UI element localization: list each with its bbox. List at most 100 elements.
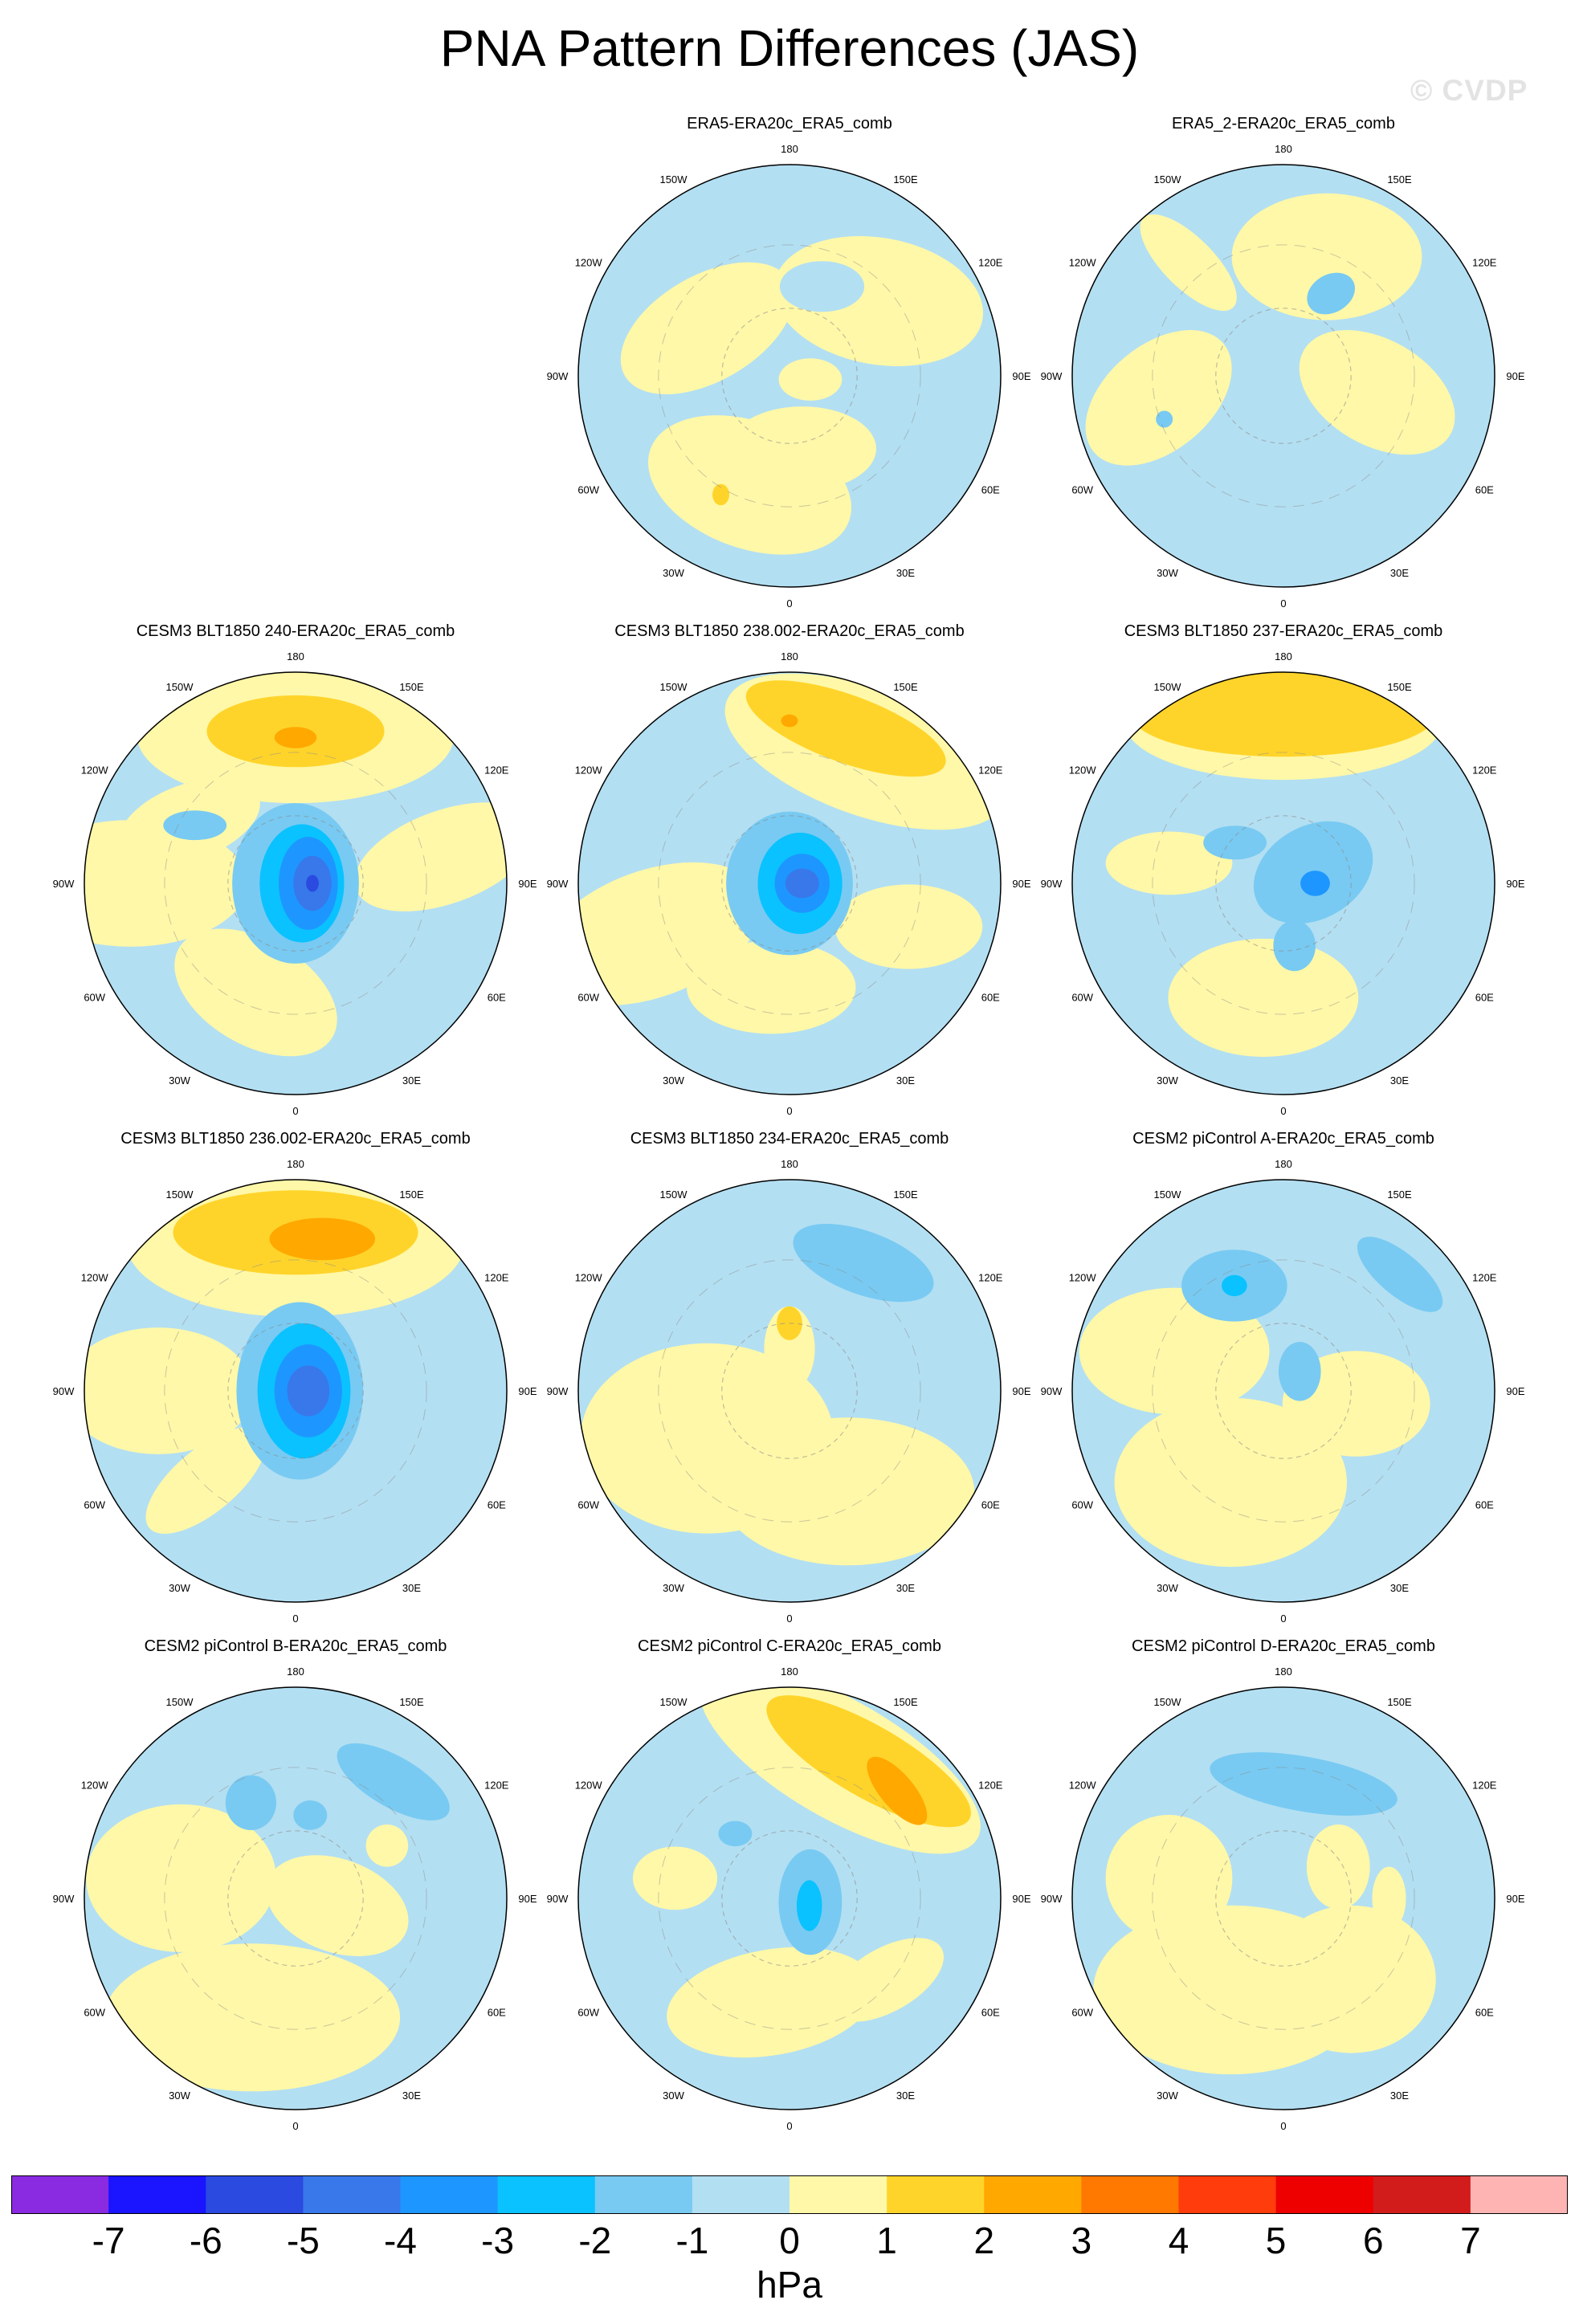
longitude-label: 150W <box>1154 681 1182 693</box>
longitude-label: 60W <box>84 1499 105 1511</box>
longitude-label: 0 <box>786 597 792 610</box>
longitude-label: 150W <box>1154 173 1182 186</box>
contour-region <box>1105 831 1233 895</box>
longitude-label: 60W <box>1071 2007 1093 2019</box>
contour-region <box>781 714 798 728</box>
map-panel: CESM2 piControl B-ERA20c_ERA5_comb 180 150… <box>53 1637 537 2132</box>
longitude-label: 90W <box>547 1385 569 1397</box>
field <box>578 1180 1001 1602</box>
longitude-label: 30E <box>896 1074 915 1087</box>
longitude-label: 120W <box>81 1780 109 1792</box>
arctic-coastline <box>1215 815 1352 952</box>
panel-title: CESM2 piControl A-ERA20c_ERA5_comb <box>1132 1130 1434 1148</box>
panel-title: CESM3 BLT1850 240-ERA20c_ERA5_comb <box>137 622 455 640</box>
longitude-label: 30E <box>896 1582 915 1594</box>
longitude-label: 150E <box>1387 1189 1412 1201</box>
field <box>84 672 507 1095</box>
contour-region <box>779 261 865 312</box>
contour-region <box>1222 1274 1247 1297</box>
colorbar-swatch <box>984 2175 1082 2214</box>
arctic-coastline <box>1215 1830 1352 1967</box>
colorbar-swatch <box>400 2175 499 2214</box>
colorbar-tick-label: 6 <box>1363 2220 1384 2261</box>
longitude-label: 90W <box>53 878 75 890</box>
longitude-label: 120W <box>81 764 109 777</box>
longitude-label: 60W <box>1071 484 1093 496</box>
longitude-label: 90W <box>53 1385 75 1397</box>
longitude-label: 90W <box>547 370 569 382</box>
arctic-coastline <box>721 1323 858 1459</box>
longitude-label: 0 <box>786 2120 792 2132</box>
longitude-label: 120W <box>575 764 603 777</box>
longitude-label: 90E <box>1012 878 1030 890</box>
panel-title: CESM3 BLT1850 238.002-ERA20c_ERA5_comb <box>614 622 964 640</box>
arctic-coastline <box>227 1323 364 1459</box>
longitude-label: 150W <box>166 1696 194 1708</box>
longitude-label: 0 <box>1280 1105 1286 1117</box>
longitude-label: 120E <box>1472 764 1497 777</box>
arctic-coastline <box>1215 1323 1352 1459</box>
arctic-coastline <box>721 1830 858 1967</box>
midlat-coastline <box>1152 1259 1415 1523</box>
map-outline <box>577 1179 1002 1603</box>
contour-region <box>867 1756 928 1825</box>
midlat-coastline <box>164 1259 427 1523</box>
contour-region <box>86 1804 276 1952</box>
longitude-label: 30W <box>1157 2090 1178 2102</box>
map-outline <box>577 1686 1002 2110</box>
contour-region <box>163 810 227 841</box>
longitude-label: 60E <box>981 2007 1000 2019</box>
longitude-label: 180 <box>781 650 798 663</box>
longitude-label: 60W <box>577 992 599 1004</box>
colorbar-swatch <box>790 2175 887 2214</box>
field <box>1072 1687 1495 2110</box>
contour-region <box>1273 920 1316 972</box>
contour-region <box>266 1855 409 1956</box>
contour-region <box>785 868 819 899</box>
longitude-label: 90W <box>53 1893 75 1905</box>
colorbar-swatch <box>1470 2175 1568 2214</box>
colorbar-tick-label: -5 <box>286 2220 320 2261</box>
contour-region <box>1267 1905 1436 2053</box>
colorbar-swatch <box>206 2175 304 2214</box>
longitude-label: 30W <box>663 1582 684 1594</box>
map-panel: CESM3 BLT1850 237-ERA20c_ERA5_comb 180 150… <box>1041 622 1525 1117</box>
colorbar <box>11 2175 1568 2214</box>
longitude-label: 90E <box>518 1385 537 1397</box>
map-outline <box>84 1179 508 1603</box>
field <box>1072 672 1495 1095</box>
longitude-label: 30E <box>1390 1074 1409 1087</box>
longitude-label: 180 <box>1275 1158 1292 1170</box>
contour-region <box>1203 826 1267 860</box>
longitude-label: 60E <box>488 992 506 1004</box>
contour-region <box>1168 938 1359 1058</box>
longitude-label: 120E <box>484 764 509 777</box>
longitude-label: 120E <box>978 764 1003 777</box>
longitude-label: 150W <box>660 1189 688 1201</box>
midlat-coastline <box>164 1767 427 2030</box>
colorbar-tick-label: 4 <box>1168 2220 1189 2261</box>
longitude-label: 0 <box>1280 2120 1286 2132</box>
panel-title: ERA5-ERA20c_ERA5_comb <box>687 115 892 133</box>
longitude-label: 90E <box>1012 1893 1030 1905</box>
map-panel: CESM3 BLT1850 238.002-ERA20c_ERA5_comb 18… <box>547 622 1031 1117</box>
colorbar-swatch <box>692 2175 790 2214</box>
contour-region <box>293 1800 328 1830</box>
midlat-coastline <box>658 1767 921 2030</box>
longitude-label: 180 <box>1275 1666 1292 1678</box>
longitude-label: 30W <box>1157 1582 1178 1594</box>
contour-region <box>1300 870 1330 896</box>
longitude-label: 30E <box>402 2090 421 2102</box>
longitude-label: 120W <box>575 1780 603 1792</box>
longitude-label: 30W <box>169 2090 190 2102</box>
longitude-label: 30E <box>1390 2090 1409 2102</box>
longitude-label: 150W <box>660 681 688 693</box>
midlat-coastline <box>164 752 427 1015</box>
longitude-label: 60E <box>1475 484 1494 496</box>
longitude-label: 120E <box>978 257 1003 269</box>
page-title: PNA Pattern Differences (JAS) <box>439 19 1140 77</box>
panel-title: CESM2 piControl D-ERA20c_ERA5_comb <box>1132 1637 1435 1655</box>
longitude-label: 90W <box>1041 370 1063 382</box>
longitude-label: 180 <box>1275 650 1292 663</box>
longitude-label: 90E <box>1506 878 1524 890</box>
